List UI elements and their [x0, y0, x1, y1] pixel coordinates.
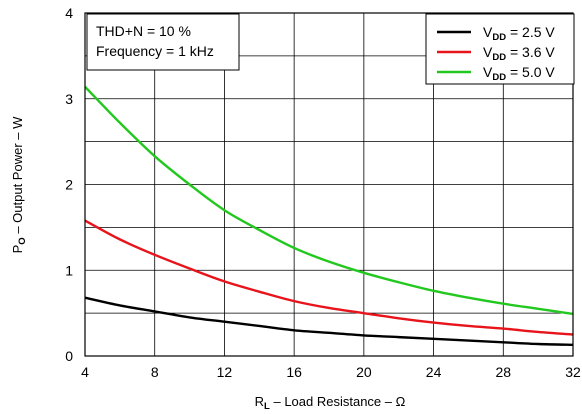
series-line-3: [84, 85, 574, 316]
x-axis-label-rest: – Load Resistance – Ω: [270, 394, 406, 409]
note-box: THD+N = 10 % Frequency = 1 kHz: [86, 13, 240, 71]
y-tick-label: 1: [65, 262, 73, 278]
note-box-frame: [86, 13, 240, 71]
x-tick-label: 24: [426, 364, 442, 380]
y-tick-label: 0: [65, 348, 73, 364]
series-line-1: [84, 296, 574, 347]
x-axis-label-sub: L: [264, 401, 270, 412]
note-line-thd: THD+N = 10 %: [96, 23, 191, 39]
x-tick-label: 20: [356, 364, 372, 380]
x-tick-label: 8: [151, 364, 159, 380]
x-axis-label: RL – Load Resistance – Ω: [255, 394, 406, 412]
legend-label-1: VDD = 2.5 V: [483, 24, 555, 43]
note-line-frequency: Frequency = 1 kHz: [96, 43, 214, 59]
series-line-2: [84, 219, 574, 336]
x-tick-label: 12: [217, 364, 233, 380]
y-axis-label-main: P: [10, 245, 25, 254]
x-tick-label: 4: [81, 364, 89, 380]
x-tick-label: 16: [286, 364, 302, 380]
y-tick-label: 3: [65, 91, 73, 107]
legend-label-2: VDD = 3.6 V: [483, 44, 555, 63]
series-layer: [84, 85, 574, 347]
y-axis-label: PO – Output Power – W: [10, 116, 28, 253]
y-tick-label: 2: [65, 177, 73, 193]
y-tick-label: 4: [65, 5, 73, 21]
plot-frame: [84, 12, 574, 357]
grid-lines: [85, 13, 573, 356]
x-axis-label-main: R: [255, 394, 264, 409]
y-axis-label-rest: – Output Power – W: [10, 116, 25, 237]
legend-label-3: VDD = 5.0 V: [483, 64, 555, 83]
y-axis-label-sub: O: [17, 237, 28, 244]
x-tick-label: 32: [565, 364, 581, 380]
x-tick-label: 28: [495, 364, 511, 380]
